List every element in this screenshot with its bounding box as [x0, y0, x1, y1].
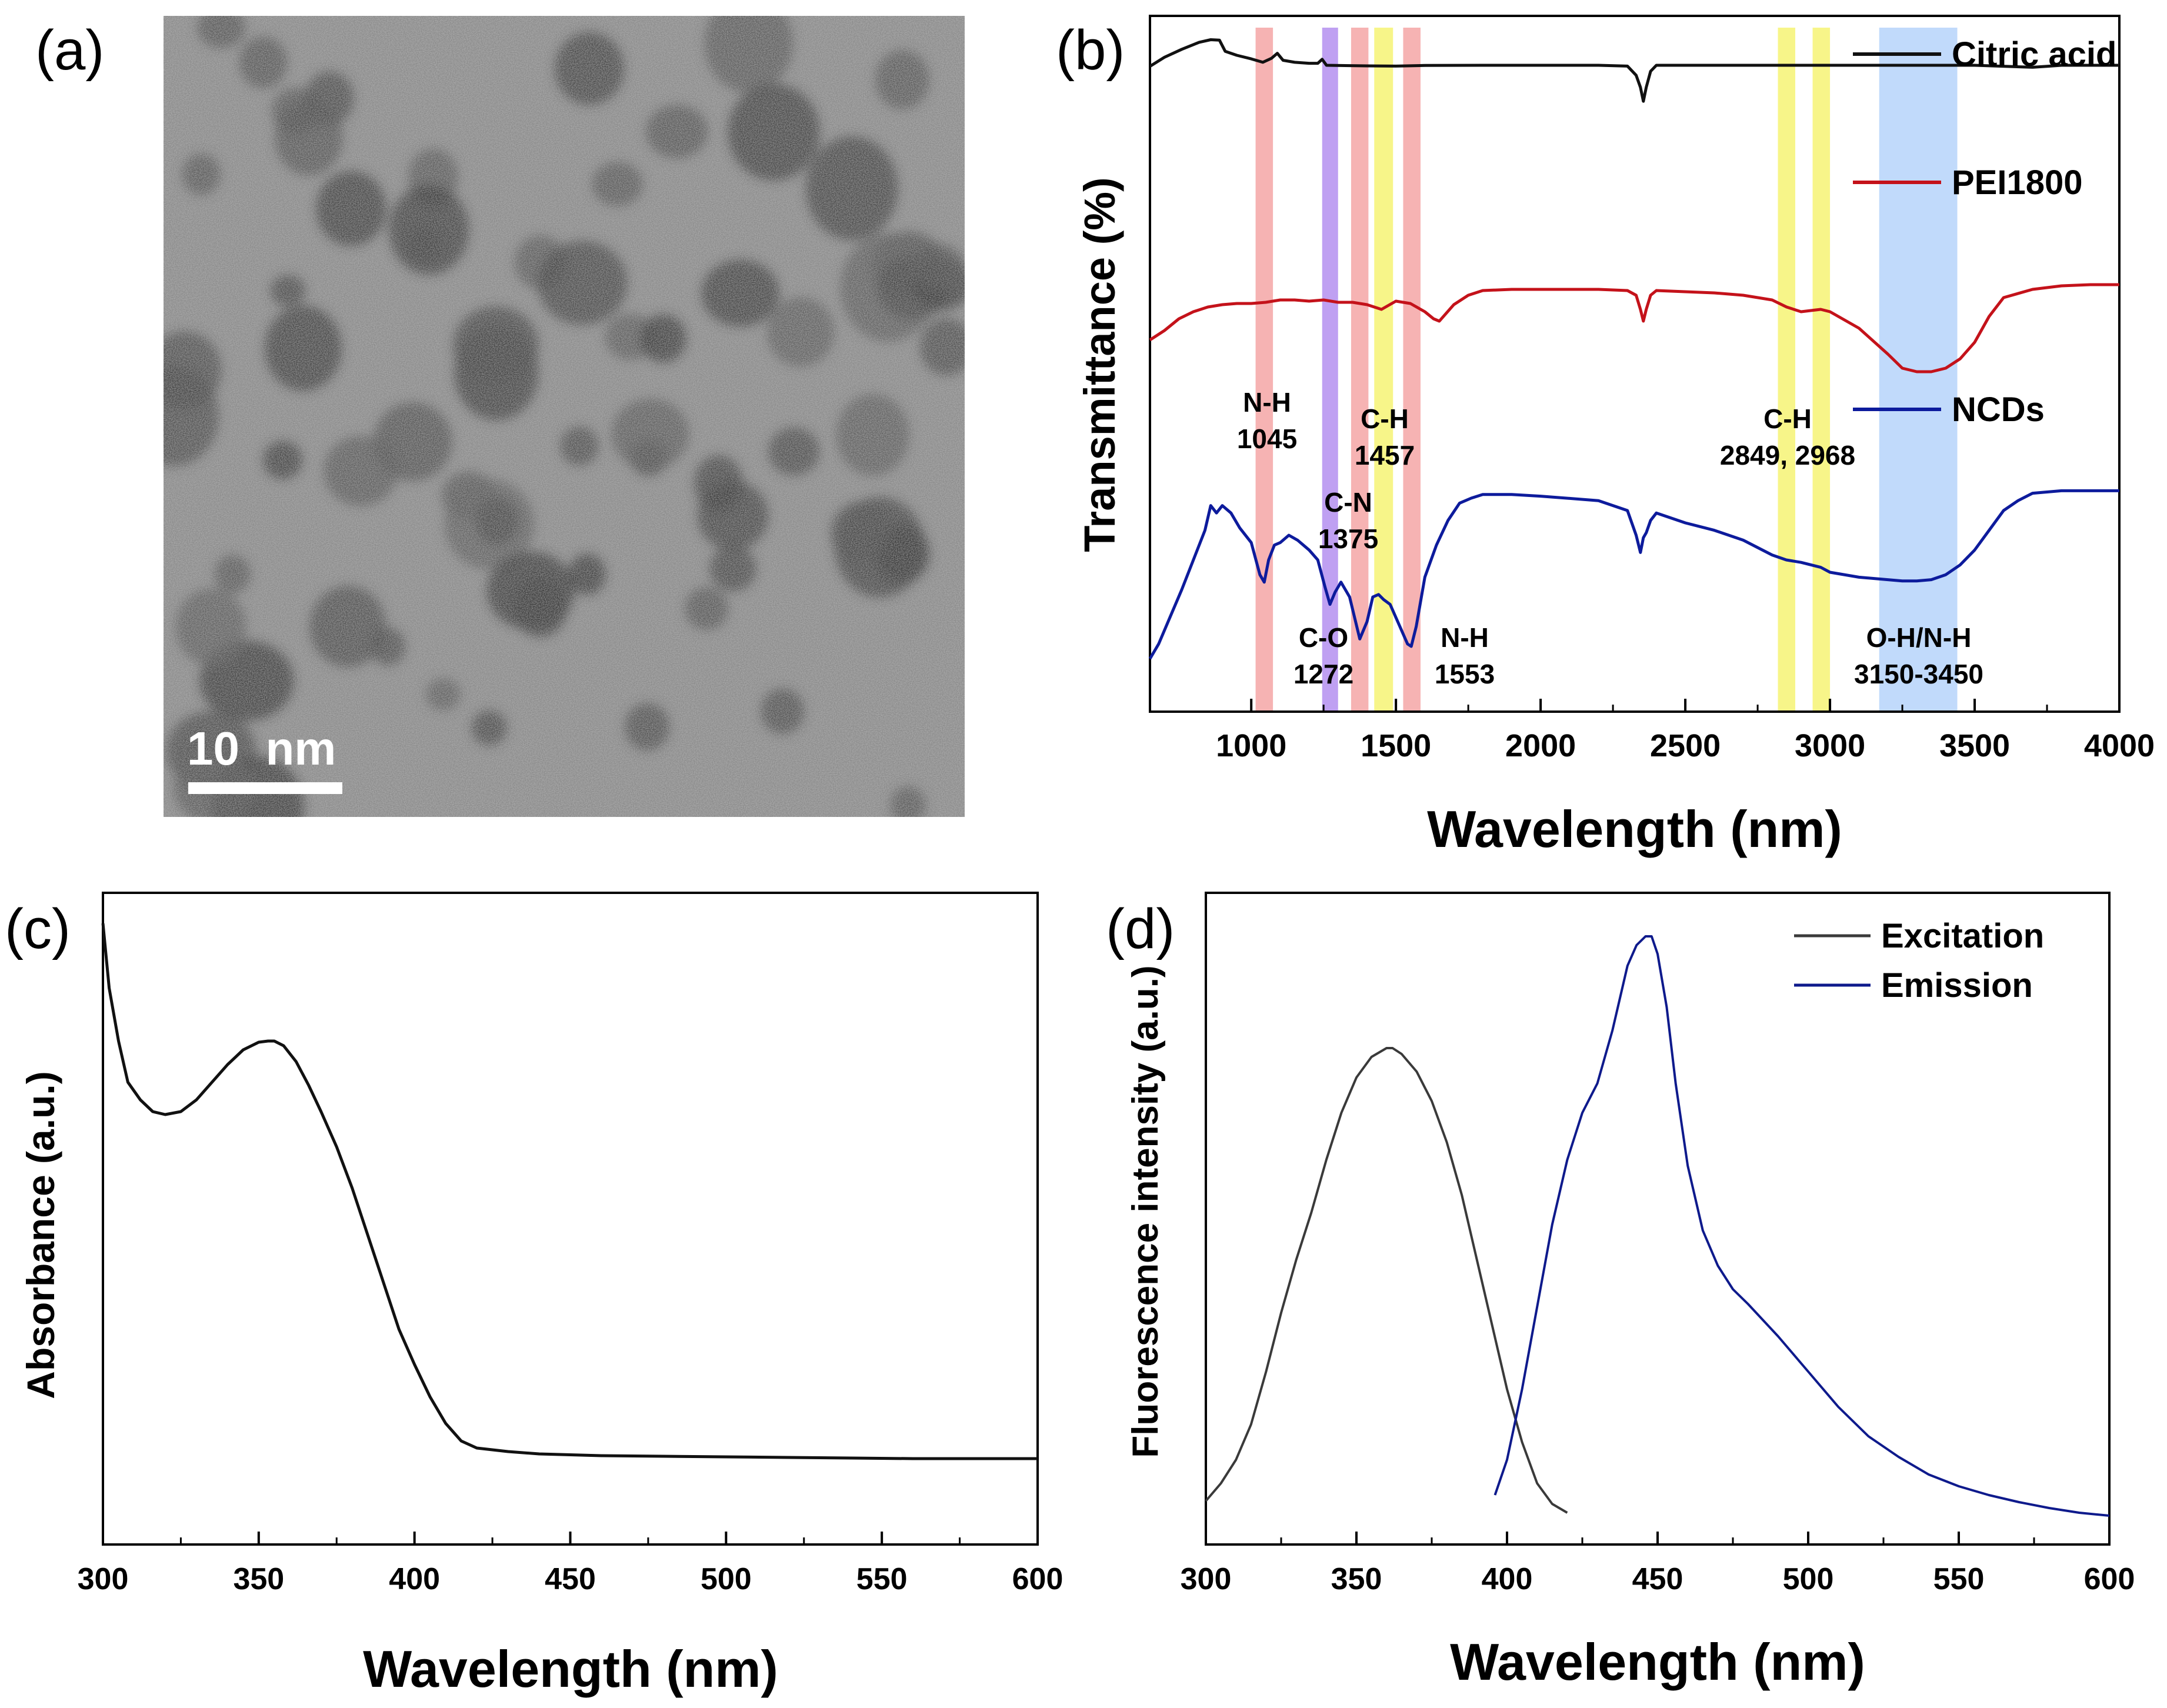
ftir-band-highlight [1351, 28, 1369, 712]
x-tick-label: 3500 [1939, 728, 2010, 763]
x-tick-label: 3000 [1795, 728, 1865, 763]
panel-d-fluorescence-chart: (d) 300 350 400 450 500 550 600 Excitation Emis… [1106, 892, 2135, 1691]
x-tick-label: 400 [389, 1562, 440, 1596]
x-tick-label: 350 [1331, 1562, 1382, 1596]
x-tick-label: 500 [701, 1562, 752, 1596]
axis-label-y-d: Fluorescence intensity (a.u.) [1125, 965, 1166, 1457]
tem-micrograph [164, 16, 965, 817]
panel-d-label: (d) [1106, 898, 1175, 960]
plot-frame-c [102, 892, 1039, 1546]
ftir-band-highlight [1812, 28, 1831, 712]
x-tick-label: 2000 [1505, 728, 1576, 763]
panel-c-label: (c) [5, 898, 71, 960]
scale-bar-label: 10 nm [187, 722, 336, 775]
x-tick-label: 4000 [2084, 728, 2155, 763]
plot-frame-b [1149, 15, 2121, 713]
ftir-band-highlight [1403, 28, 1421, 712]
x-tick-label: 350 [233, 1562, 284, 1596]
band-annotation: C-O 1272 [1293, 622, 1353, 689]
band-annotation: C-N 1375 [1318, 487, 1378, 554]
legend-label: Excitation [1881, 917, 2044, 955]
panel-a-label: (a) [35, 19, 104, 82]
series-line-citric-acid [1149, 38, 2119, 103]
ftir-band-highlight [1374, 28, 1393, 712]
x-tick-label: 400 [1482, 1562, 1533, 1596]
x-tick-label: 600 [1012, 1562, 1064, 1596]
band-annotation: C-H 2849, 2968 [1720, 403, 1855, 471]
series-line-emission [1493, 935, 2110, 1517]
x-tick-label: 2500 [1650, 728, 1721, 763]
axis-label-x-c: Wavelength (nm) [363, 1640, 778, 1698]
x-tick-label: 450 [545, 1562, 596, 1596]
x-tick-label: 600 [2084, 1562, 2135, 1596]
x-tick-label: 1500 [1361, 728, 1431, 763]
series-line-pei1800 [1149, 283, 2119, 373]
legend-label: Emission [1881, 966, 2033, 1005]
x-tick-label: 550 [856, 1562, 908, 1596]
x-tick-label: 1000 [1216, 728, 1286, 763]
band-annotation: C-H 1457 [1355, 403, 1415, 471]
x-tick-label: 450 [1632, 1562, 1683, 1596]
axis-label-y-b: Transmittance (%) [1075, 177, 1124, 552]
panel-a-tem-image: (a) 10 nm [35, 16, 965, 817]
axis-label-x-b: Wavelength (nm) [1427, 800, 1842, 858]
series-line-absorbance [101, 923, 1038, 1460]
legend-label: Citric acid [1952, 35, 2116, 74]
x-tick-label: 550 [1933, 1562, 1985, 1596]
scale-bar [188, 782, 342, 794]
series-line-ncds [1148, 489, 2119, 660]
series-line-excitation [1205, 1047, 1568, 1514]
x-tick-label: 300 [78, 1562, 129, 1596]
panel-b-label: (b) [1056, 19, 1125, 82]
legend-label: NCDs [1952, 391, 2045, 429]
band-annotation: N-H 1045 [1237, 387, 1297, 454]
panel-b-ftir-chart: (b) 1000 1500 2000 2500 3000 3500 4000 N-H 1045… [1056, 15, 2155, 858]
axis-label-y-c: Absorbance (a.u.) [19, 1071, 62, 1399]
ftir-band-highlight [1778, 28, 1796, 712]
legend-label: PEI1800 [1952, 164, 2083, 202]
ftir-band-highlight [1255, 28, 1273, 712]
axis-label-x-d: Wavelength (nm) [1450, 1633, 1865, 1691]
ftir-band-highlight [1322, 28, 1338, 712]
band-annotation: O-H/N-H 3150-3450 [1854, 622, 1983, 689]
band-annotation: N-H 1553 [1435, 622, 1495, 689]
panel-c-absorbance-chart: (c) 300 350 400 450 500 550 600 Absorbance (a.… [5, 892, 1064, 1698]
x-tick-label: 300 [1181, 1562, 1232, 1596]
x-tick-label: 500 [1783, 1562, 1834, 1596]
